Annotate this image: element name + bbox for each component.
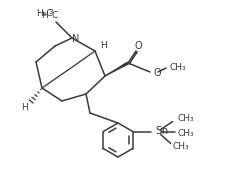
Text: CH₃: CH₃	[177, 129, 193, 138]
Text: H: H	[22, 103, 28, 112]
Polygon shape	[104, 61, 128, 76]
Text: H: H	[41, 11, 48, 20]
Text: O: O	[153, 68, 161, 78]
Text: N: N	[72, 34, 79, 44]
Text: H: H	[100, 42, 107, 51]
Text: O: O	[134, 41, 141, 51]
Text: C: C	[52, 11, 58, 20]
Text: CH₃: CH₃	[177, 114, 193, 123]
Text: CH₃: CH₃	[172, 142, 188, 151]
Text: H₃C: H₃C	[36, 10, 52, 19]
Text: CH₃: CH₃	[169, 62, 186, 71]
Text: 3: 3	[48, 9, 52, 15]
Text: Sn: Sn	[155, 126, 168, 136]
